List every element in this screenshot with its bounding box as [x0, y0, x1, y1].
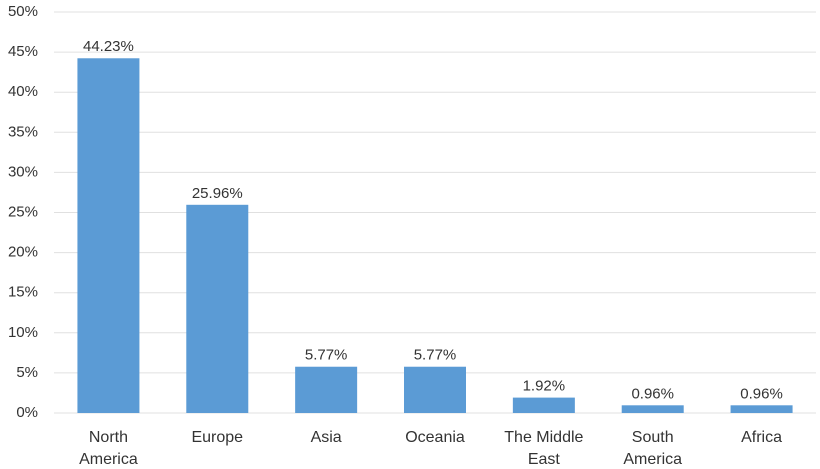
- bar: [512, 397, 575, 413]
- value-label: 44.23%: [83, 38, 134, 55]
- value-label: 0.96%: [740, 385, 783, 402]
- y-tick-label: 10%: [8, 324, 38, 341]
- y-tick-label: 25%: [8, 203, 38, 220]
- value-label: 25.96%: [192, 185, 243, 202]
- y-tick-label: 15%: [8, 284, 38, 301]
- y-tick-label: 35%: [8, 123, 38, 140]
- x-tick-label: Oceania: [405, 429, 465, 446]
- y-tick-label: 50%: [8, 3, 38, 20]
- x-tick-label: Africa: [741, 429, 783, 446]
- bar: [77, 58, 140, 414]
- y-tick-label: 0%: [16, 404, 38, 421]
- bar: [730, 405, 793, 413]
- x-tick-label: South America: [623, 429, 683, 468]
- value-label: 0.96%: [631, 385, 674, 402]
- x-tick-label: Europe: [191, 429, 244, 446]
- y-tick-label: 40%: [8, 83, 38, 100]
- x-tick-label: Asia: [310, 429, 342, 446]
- y-tick-label: 5%: [16, 364, 38, 381]
- y-tick-label: 30%: [8, 163, 38, 180]
- x-tick-label: The Middle East: [504, 429, 584, 468]
- y-tick-label: 20%: [8, 244, 38, 261]
- bar: [621, 405, 684, 413]
- bar: [295, 366, 358, 413]
- value-label: 5.77%: [414, 347, 457, 364]
- bar: [404, 366, 466, 413]
- bar: [186, 204, 249, 413]
- x-tick-label: North America: [79, 429, 138, 468]
- y-tick-label: 45%: [8, 43, 38, 60]
- value-label: 5.77%: [305, 347, 348, 364]
- value-label: 1.92%: [523, 378, 566, 395]
